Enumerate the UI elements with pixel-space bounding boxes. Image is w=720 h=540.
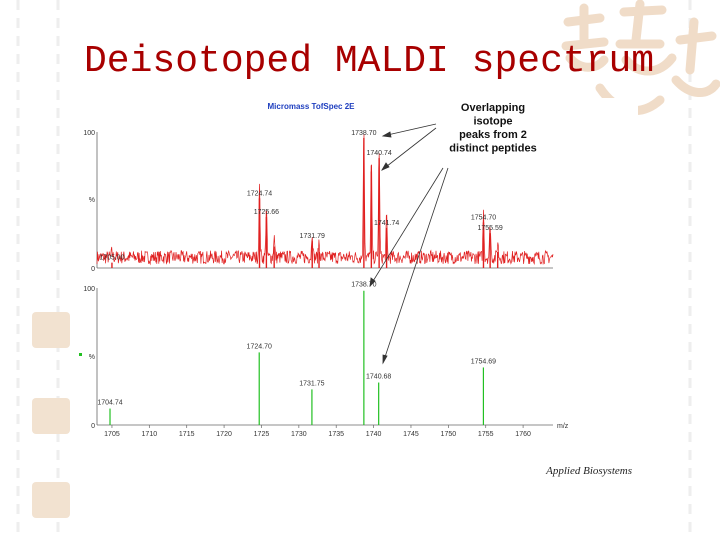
decor-calligraphy-watermark — [561, 0, 720, 115]
top-ytick: % — [89, 197, 95, 204]
spectrum-figure: Micromass TofSpec 2E 100 % 0 1705.00 1724… — [70, 98, 638, 481]
top-peak-label: 1705.00 — [99, 255, 124, 262]
top-spectrum-trace — [96, 133, 554, 268]
annotation-line: peaks from 2 — [459, 129, 527, 141]
bottom-peak-labels: 1704.74 1724.70 1731.75 1738.70 1740.68 1754.… — [97, 282, 496, 407]
bottom-peak-label: 1704.74 — [97, 400, 122, 407]
bottom-peak-label: 1754.69 — [471, 358, 496, 365]
x-tick-label: 1740 — [366, 431, 382, 438]
top-peak-labels: 1705.00 1724.74 1725.66 1731.79 1738.70 1740.… — [99, 130, 503, 262]
x-tick-label: 1725 — [254, 431, 270, 438]
x-tick-label: 1710 — [142, 431, 158, 438]
top-peak-label: 1755.59 — [477, 225, 502, 232]
annotation-line: isotope — [473, 116, 512, 128]
spectrum-chart: Micromass TofSpec 2E 100 % 0 1705.00 1724… — [79, 102, 569, 438]
credit-label: Applied Biosystems — [546, 465, 632, 477]
instrument-label: Micromass TofSpec 2E — [268, 102, 356, 111]
x-tick-label: 1755 — [478, 431, 494, 438]
legend-marker — [79, 353, 82, 356]
bottom-peak-sticks — [109, 290, 485, 425]
bottom-peak-label: 1731.75 — [299, 380, 324, 387]
top-peak-label: 1725.66 — [254, 209, 279, 216]
bottom-ytick: 0 — [91, 423, 95, 430]
x-tick-label: 1720 — [216, 431, 232, 438]
x-tick-label: 1745 — [403, 431, 419, 438]
annotation-line: distinct peptides — [449, 143, 536, 155]
annotation-line: Overlapping — [461, 102, 525, 114]
bottom-peak-label: 1724.70 — [247, 343, 272, 350]
slide-title: Deisotoped MALDI spectrum — [84, 40, 655, 83]
bottom-peak-label: 1738.70 — [351, 282, 376, 289]
top-ytick: 100 — [83, 130, 95, 137]
x-tick-label: 1715 — [179, 431, 195, 438]
bottom-peak-label: 1740.68 — [366, 374, 391, 381]
bottom-ytick: 100 — [83, 286, 95, 293]
x-tick-label: 1730 — [291, 431, 307, 438]
x-tick-label: 1750 — [441, 431, 457, 438]
bottom-x-ticks: 1705 1710 1715 1720 1725 1730 1735 1740 1745 1750… — [104, 425, 531, 438]
bottom-ytick: % — [89, 354, 95, 361]
top-peak-label: 1724.74 — [247, 190, 272, 197]
top-peak-label: 1731.79 — [300, 233, 325, 240]
x-tick-label: 1760 — [515, 431, 531, 438]
top-peak-label: 1740.74 — [366, 150, 391, 157]
top-ytick: 0 — [91, 266, 95, 273]
top-peak-label: 1741.74 — [374, 220, 399, 227]
x-tick-label: 1705 — [104, 431, 120, 438]
top-peak-label: 1754.70 — [471, 214, 496, 221]
top-trace-path — [96, 133, 554, 266]
decor-seal-blocks — [32, 312, 70, 518]
x-axis-label: m/z — [557, 423, 569, 430]
top-peak-label: 1738.70 — [351, 130, 376, 137]
annotation-arrows — [369, 123, 449, 365]
x-tick-label: 1735 — [328, 431, 344, 438]
